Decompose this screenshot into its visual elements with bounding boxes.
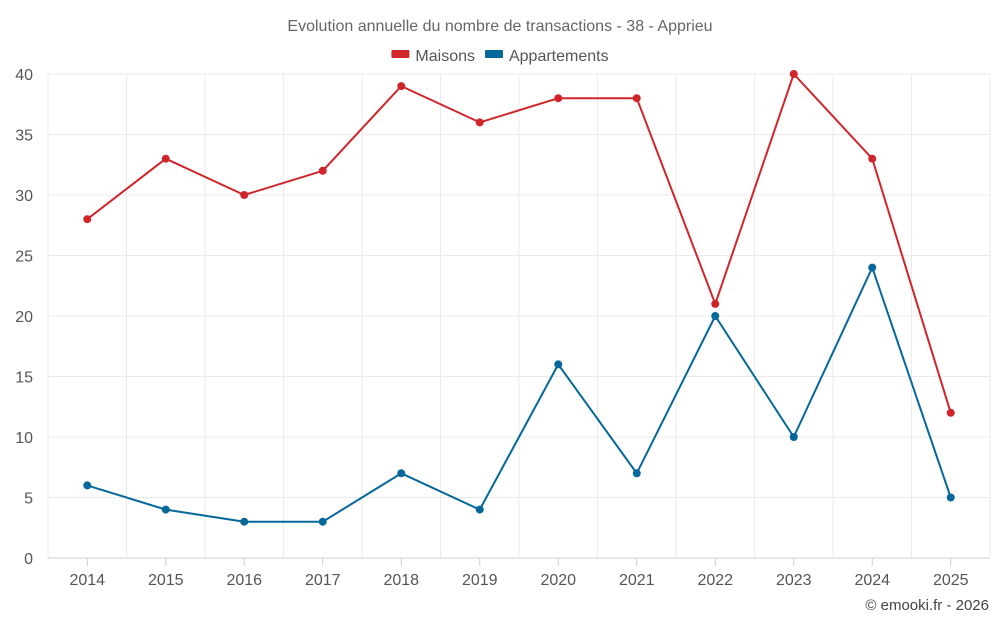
data-point-appartements bbox=[83, 481, 92, 490]
data-point-appartements bbox=[318, 517, 327, 526]
x-tick-label: 2021 bbox=[619, 572, 655, 589]
data-point-maisons bbox=[632, 94, 641, 103]
legend-swatch bbox=[391, 50, 410, 58]
y-tick-label: 30 bbox=[15, 188, 33, 205]
data-point-maisons bbox=[318, 166, 327, 175]
x-tick-label: 2024 bbox=[854, 572, 890, 589]
grid bbox=[47, 73, 991, 558]
data-point-appartements bbox=[789, 433, 798, 441]
legend-item-appartements: Appartements bbox=[484, 48, 609, 65]
x-tick-label: 2014 bbox=[69, 572, 105, 589]
data-point-appartements bbox=[554, 360, 563, 369]
y-tick-label: 0 bbox=[24, 551, 33, 568]
x-tick-label: 2022 bbox=[697, 572, 733, 589]
data-point-maisons bbox=[711, 299, 720, 308]
data-point-appartements bbox=[946, 493, 955, 502]
credit-text: © emooki.fr - 2026 bbox=[865, 597, 989, 614]
data-point-maisons bbox=[397, 82, 406, 91]
x-tick-label: 2015 bbox=[148, 572, 184, 589]
series-line-appartements bbox=[86, 266, 952, 523]
chart-title: Evolution annuelle du nombre de transact… bbox=[287, 18, 712, 35]
series-group bbox=[83, 70, 955, 526]
x-tick-label: 2016 bbox=[226, 572, 262, 589]
legend-label: Maisons bbox=[415, 48, 475, 65]
series-maisons bbox=[83, 70, 955, 417]
x-tick-label: 2023 bbox=[776, 572, 812, 589]
series-appartements bbox=[83, 263, 955, 526]
y-tick-label: 5 bbox=[24, 491, 33, 508]
y-tick-label: 25 bbox=[15, 249, 33, 266]
y-axis: 0 5 10 15 20 25 30 35 40 bbox=[15, 67, 33, 568]
data-point-appartements bbox=[240, 517, 249, 526]
y-tick-label: 35 bbox=[15, 128, 33, 145]
legend-label: Appartements bbox=[509, 48, 609, 65]
data-point-maisons bbox=[83, 215, 92, 224]
legend-swatch bbox=[484, 50, 503, 58]
data-point-appartements bbox=[475, 505, 484, 514]
data-point-maisons bbox=[554, 94, 563, 103]
x-axis: 2014 2015 2016 2017 2018 2019 2020 2021 2022 2023… bbox=[48, 557, 990, 589]
data-point-maisons bbox=[868, 154, 877, 163]
data-point-maisons bbox=[161, 154, 170, 163]
data-point-maisons bbox=[240, 191, 249, 199]
data-point-appartements bbox=[632, 469, 641, 478]
legend-item-maisons: Maisons bbox=[391, 48, 475, 65]
y-tick-label: 10 bbox=[15, 430, 33, 447]
x-tick-label: 2018 bbox=[383, 572, 419, 589]
data-point-appartements bbox=[711, 312, 720, 320]
y-tick-label: 40 bbox=[15, 67, 33, 84]
x-tick-label: 2019 bbox=[462, 572, 498, 589]
x-tick-label: 2020 bbox=[540, 572, 576, 589]
data-point-appartements bbox=[397, 469, 406, 478]
x-tick-label: 2017 bbox=[305, 572, 341, 589]
data-point-appartements bbox=[868, 263, 877, 272]
legend: Maisons Appartements bbox=[391, 48, 609, 65]
x-tick-label: 2025 bbox=[933, 572, 969, 589]
data-point-maisons bbox=[475, 118, 484, 127]
data-point-appartements bbox=[161, 505, 170, 514]
data-point-maisons bbox=[789, 70, 798, 78]
series-line-maisons bbox=[86, 73, 952, 414]
y-tick-label: 15 bbox=[15, 370, 33, 387]
y-tick-label: 20 bbox=[15, 309, 33, 326]
data-point-maisons bbox=[946, 408, 955, 417]
